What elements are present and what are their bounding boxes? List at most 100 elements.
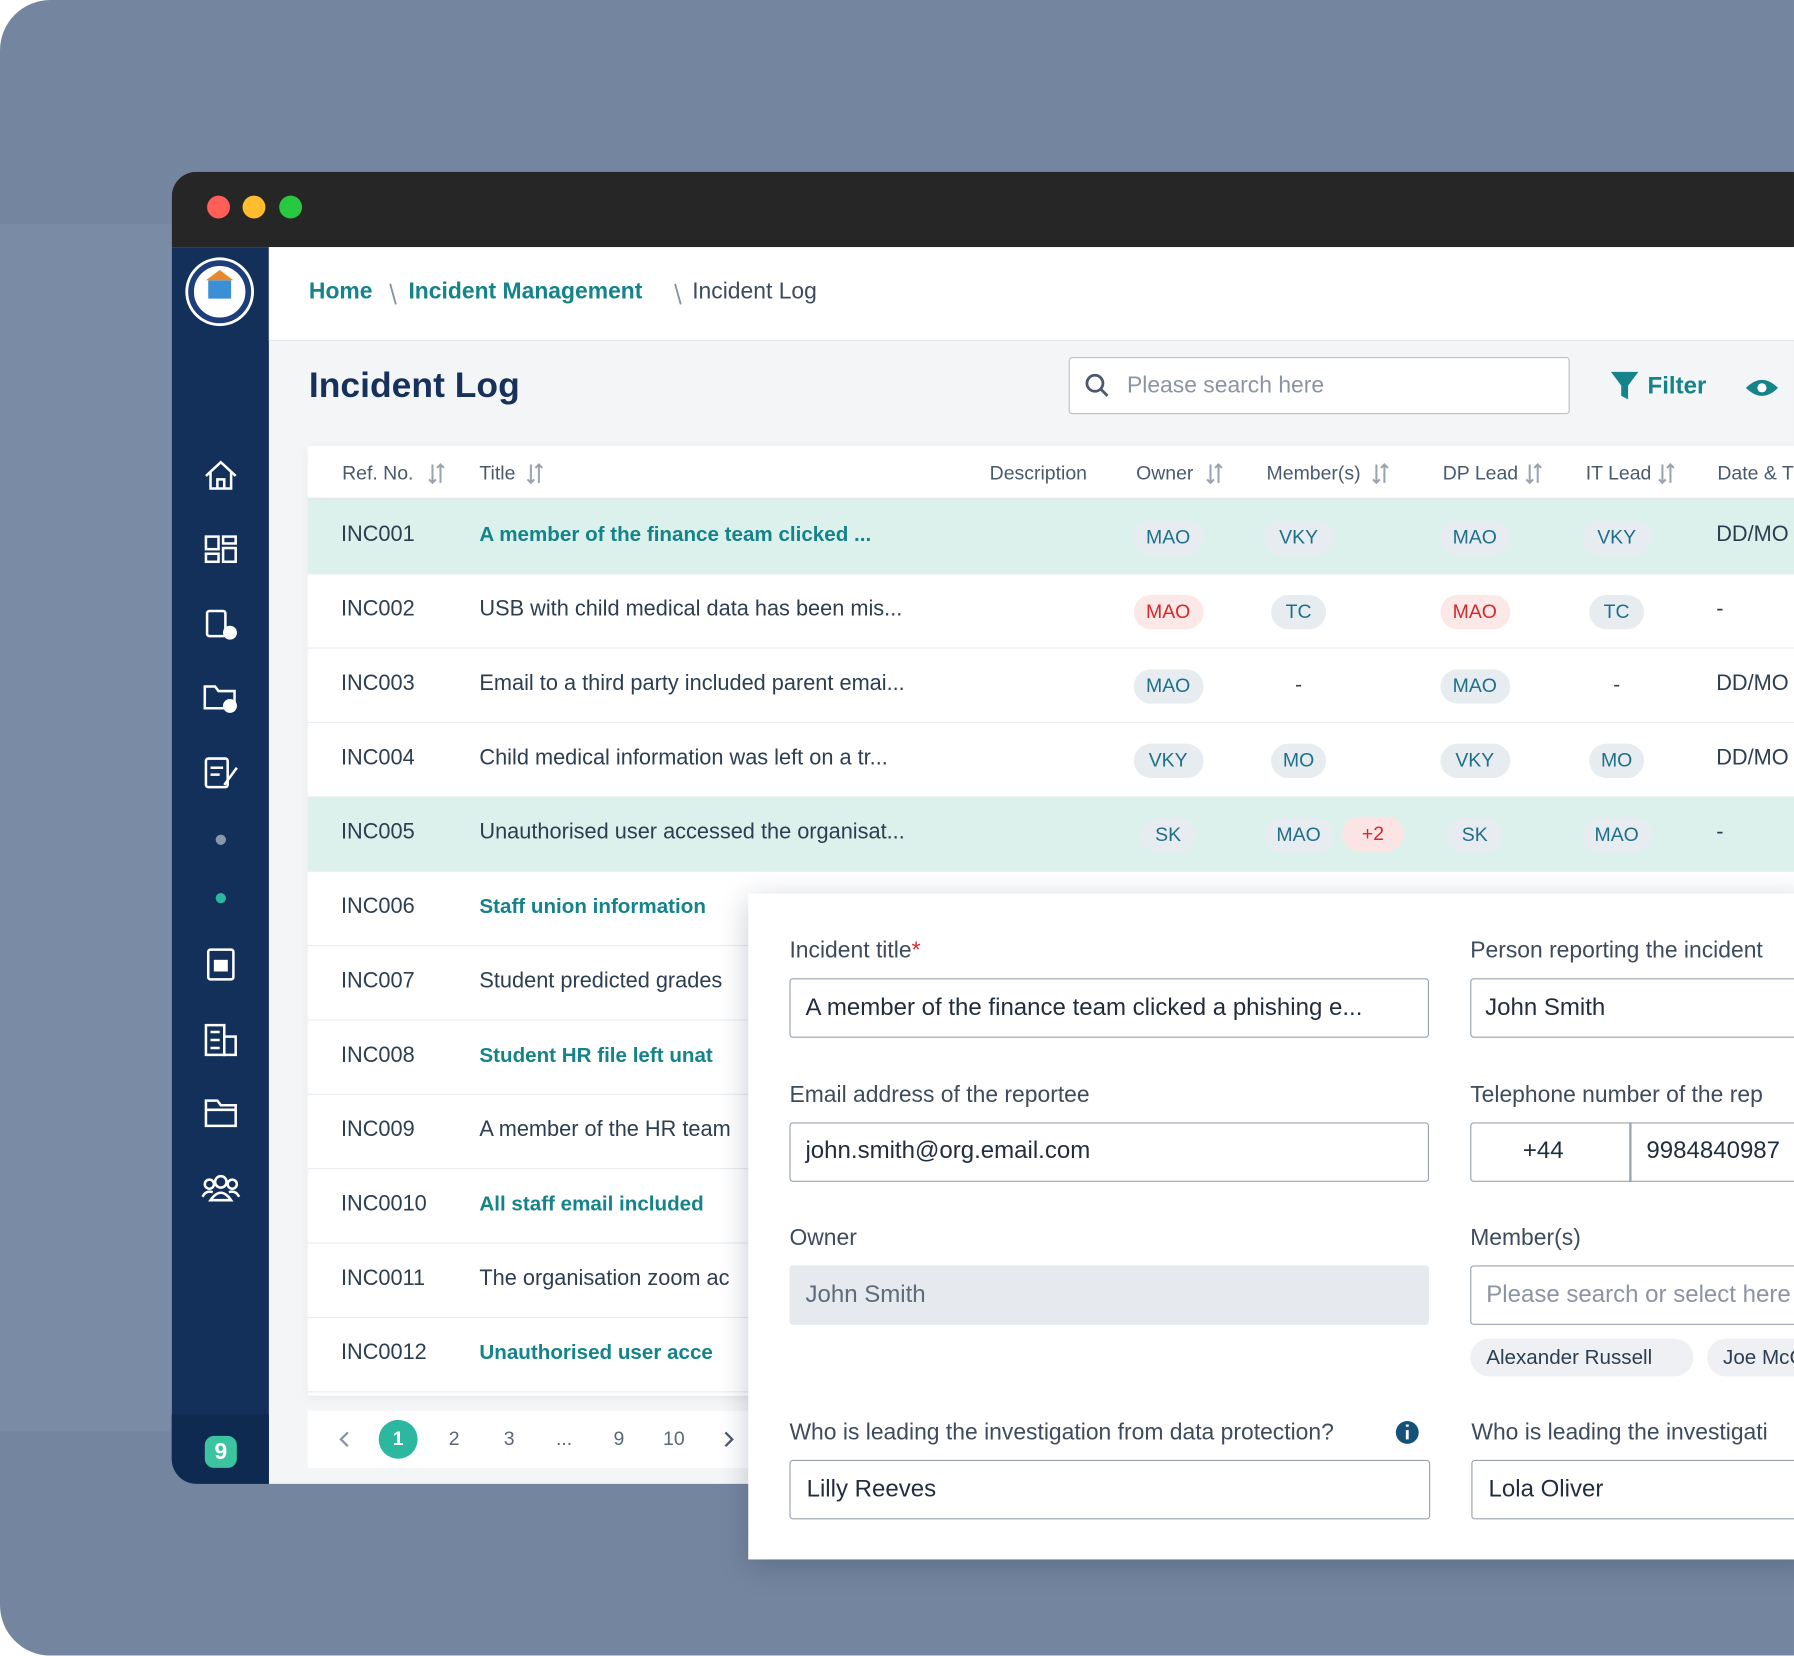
nav-settings-doc[interactable] [205, 609, 237, 640]
nav-building[interactable] [204, 1023, 237, 1057]
sort-up [534, 463, 544, 483]
table-row[interactable] [307, 797, 1794, 872]
page-number[interactable]: 3 [503, 1427, 515, 1450]
close-dot[interactable] [207, 195, 230, 219]
sort-down [1658, 464, 1667, 485]
nav-dashboard[interactable] [204, 535, 237, 564]
page-number[interactable]: 2 [448, 1427, 460, 1450]
input-box[interactable] [1470, 1265, 1794, 1325]
member-chip[interactable]: Joe McC [1707, 1338, 1794, 1377]
table-row[interactable] [307, 574, 1794, 649]
incident-title[interactable]: Student HR file left unat [479, 1043, 713, 1067]
incident-title[interactable]: A member of the HR team [479, 1117, 731, 1142]
initials-pill: VKY [1581, 520, 1652, 555]
more-members[interactable]: +2 [1342, 816, 1404, 852]
field-label: Email address of the reportee [789, 1082, 1090, 1108]
nav-folder-settings[interactable] [203, 685, 237, 713]
table-row[interactable] [307, 648, 1794, 724]
breadcrumb-section[interactable]: Incident Management [408, 279, 643, 305]
field-label: Telephone number of the rep [1470, 1082, 1763, 1108]
incident-title[interactable]: All staff email included [479, 1192, 704, 1216]
title-bar [171, 171, 1794, 248]
nav-lock[interactable] [206, 948, 235, 981]
page-number[interactable]: 1 [378, 1419, 418, 1459]
sort-down [1525, 464, 1534, 485]
maximize-dot[interactable] [279, 195, 303, 219]
sort-icon [1658, 463, 1675, 485]
nav-users[interactable] [201, 1174, 241, 1202]
page-number[interactable]: ... [555, 1427, 573, 1450]
initials-pill: MAO [1439, 669, 1510, 704]
column-header: DP Lead [1442, 462, 1519, 484]
required-mark: * [911, 938, 921, 964]
search-box[interactable] [1068, 356, 1570, 415]
breadcrumb-home[interactable]: Home [308, 279, 373, 305]
page-number[interactable]: 10 [663, 1427, 685, 1450]
input-value: Lola Oliver [1488, 1475, 1604, 1503]
incident-title[interactable]: The organisation zoom ac [479, 1266, 730, 1291]
input-value: john.smith@org.email.com [805, 1137, 1091, 1164]
incident-title[interactable]: Staff union information [479, 894, 706, 918]
date: DD/MO [1716, 671, 1789, 696]
nav-folder[interactable] [204, 1099, 237, 1128]
app-badge: 9 [214, 1439, 228, 1465]
sort-up [436, 463, 445, 483]
sort-down [1206, 464, 1215, 485]
initials-pill: SK [1447, 818, 1503, 853]
ref-no: INC0012 [340, 1340, 427, 1365]
ref-no: INC002 [340, 597, 415, 622]
minimize-dot[interactable] [242, 195, 266, 219]
sort-icon [428, 463, 445, 485]
nav-edit[interactable] [204, 757, 238, 789]
chip-label: Alexander Russell [1486, 1345, 1653, 1369]
view-icon[interactable] [1745, 379, 1778, 396]
incident-title[interactable]: Student predicted grades [479, 969, 723, 994]
member-chip[interactable]: Alexander Russell [1470, 1338, 1694, 1377]
incident-title[interactable]: Unauthorised user acce [479, 1340, 713, 1364]
date: - [1716, 597, 1724, 622]
phone-divider [1629, 1122, 1631, 1182]
input-box[interactable] [1471, 1459, 1794, 1520]
input-box[interactable] [789, 978, 1430, 1038]
input-box[interactable] [789, 1459, 1431, 1520]
column-header: IT Lead [1585, 462, 1652, 484]
incident-title[interactable]: Email to a third party included parent e… [479, 671, 905, 696]
input-value: A member of the finance team clicked a p… [805, 994, 1363, 1021]
input-box[interactable] [1470, 1122, 1794, 1182]
sort-icon [1525, 463, 1542, 485]
nav-home[interactable] [205, 460, 237, 490]
ref-no: INC005 [340, 820, 415, 845]
sort-down [526, 464, 536, 485]
table-header [307, 446, 1794, 500]
date: - [1716, 820, 1724, 845]
incident-title[interactable]: USB with child medical data has been mis… [479, 597, 903, 622]
ref-no: INC007 [340, 969, 415, 994]
info-icon [1395, 1421, 1419, 1444]
table-row[interactable] [307, 723, 1794, 798]
column-header: Member(s) [1266, 462, 1361, 484]
filter-icon[interactable] [1610, 371, 1639, 400]
incident-title[interactable]: Child medical information was left on a … [479, 745, 888, 770]
initials-pill: MAO [1133, 520, 1204, 555]
filter-label[interactable]: Filter [1647, 372, 1707, 400]
nav-dot-active[interactable] [215, 892, 226, 904]
ref-no: INC006 [340, 894, 415, 919]
nav-dot[interactable] [215, 834, 226, 845]
input-box[interactable] [789, 1122, 1430, 1182]
input-value: 9984840987 [1646, 1137, 1781, 1164]
breadcrumb-bar [268, 247, 1794, 341]
incident-form: Incident title* A member of the finance t… [748, 893, 1794, 1560]
incident-title[interactable]: A member of the finance team clicked ... [479, 522, 872, 546]
field-label: Who is leading the investigation from da… [789, 1419, 1334, 1446]
table-row[interactable] [307, 499, 1794, 575]
sort-up [1214, 463, 1223, 483]
input-box[interactable] [1470, 978, 1794, 1038]
incident-title[interactable]: Unauthorised user accessed the organisat… [479, 820, 905, 845]
sort-down [1372, 464, 1381, 485]
pagination-arrows [339, 1431, 734, 1447]
page-number[interactable]: 9 [613, 1427, 625, 1450]
sort-icon [1372, 463, 1389, 485]
column-header: Ref. No. [342, 462, 414, 484]
app-badge-bg [204, 1435, 237, 1468]
